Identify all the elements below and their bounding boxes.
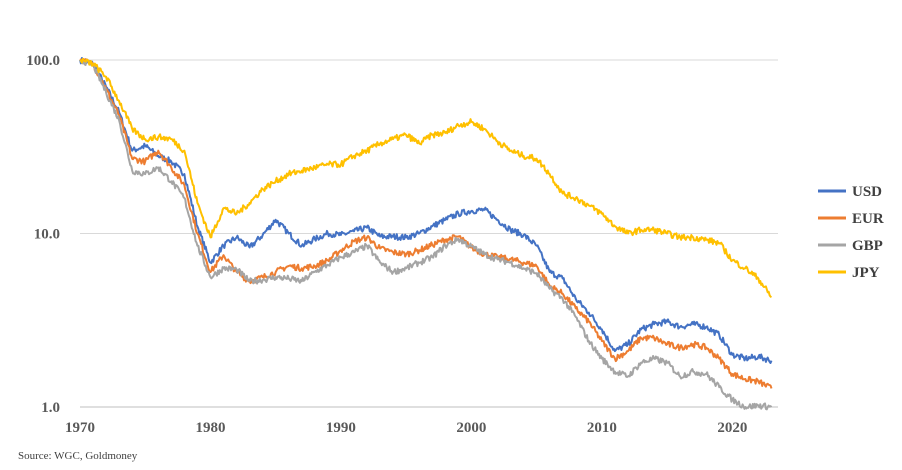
- series-layer: [79, 57, 773, 411]
- series-line-eur: [79, 58, 773, 389]
- series-line-gbp: [79, 58, 773, 411]
- legend-label-jpy: JPY: [852, 265, 880, 281]
- x-tick-label: 1970: [65, 420, 95, 436]
- legend: USD EUR GBP JPY: [818, 184, 884, 281]
- legend-label-usd: USD: [852, 184, 882, 200]
- legend-label-gbp: GBP: [852, 238, 883, 254]
- axes: 1.0 10.0 100.0 1970 1980 1990 2000 2010 2020: [26, 53, 778, 436]
- x-tick-label: 2020: [717, 420, 747, 436]
- y-tick-label: 100.0: [26, 53, 60, 69]
- y-tick-label: 1.0: [41, 400, 60, 416]
- x-tick-label: 2010: [587, 420, 617, 436]
- x-tick-label: 1980: [195, 420, 225, 436]
- source-note: Source: WGC, Goldmoney: [18, 450, 138, 462]
- legend-label-eur: EUR: [852, 211, 884, 227]
- y-tick-label: 10.0: [34, 227, 60, 243]
- series-line-jpy: [79, 57, 772, 298]
- series-line-usd: [79, 57, 773, 364]
- x-tick-label: 2000: [456, 420, 486, 436]
- x-tick-label: 1990: [326, 420, 356, 436]
- gridlines: [80, 59, 778, 408]
